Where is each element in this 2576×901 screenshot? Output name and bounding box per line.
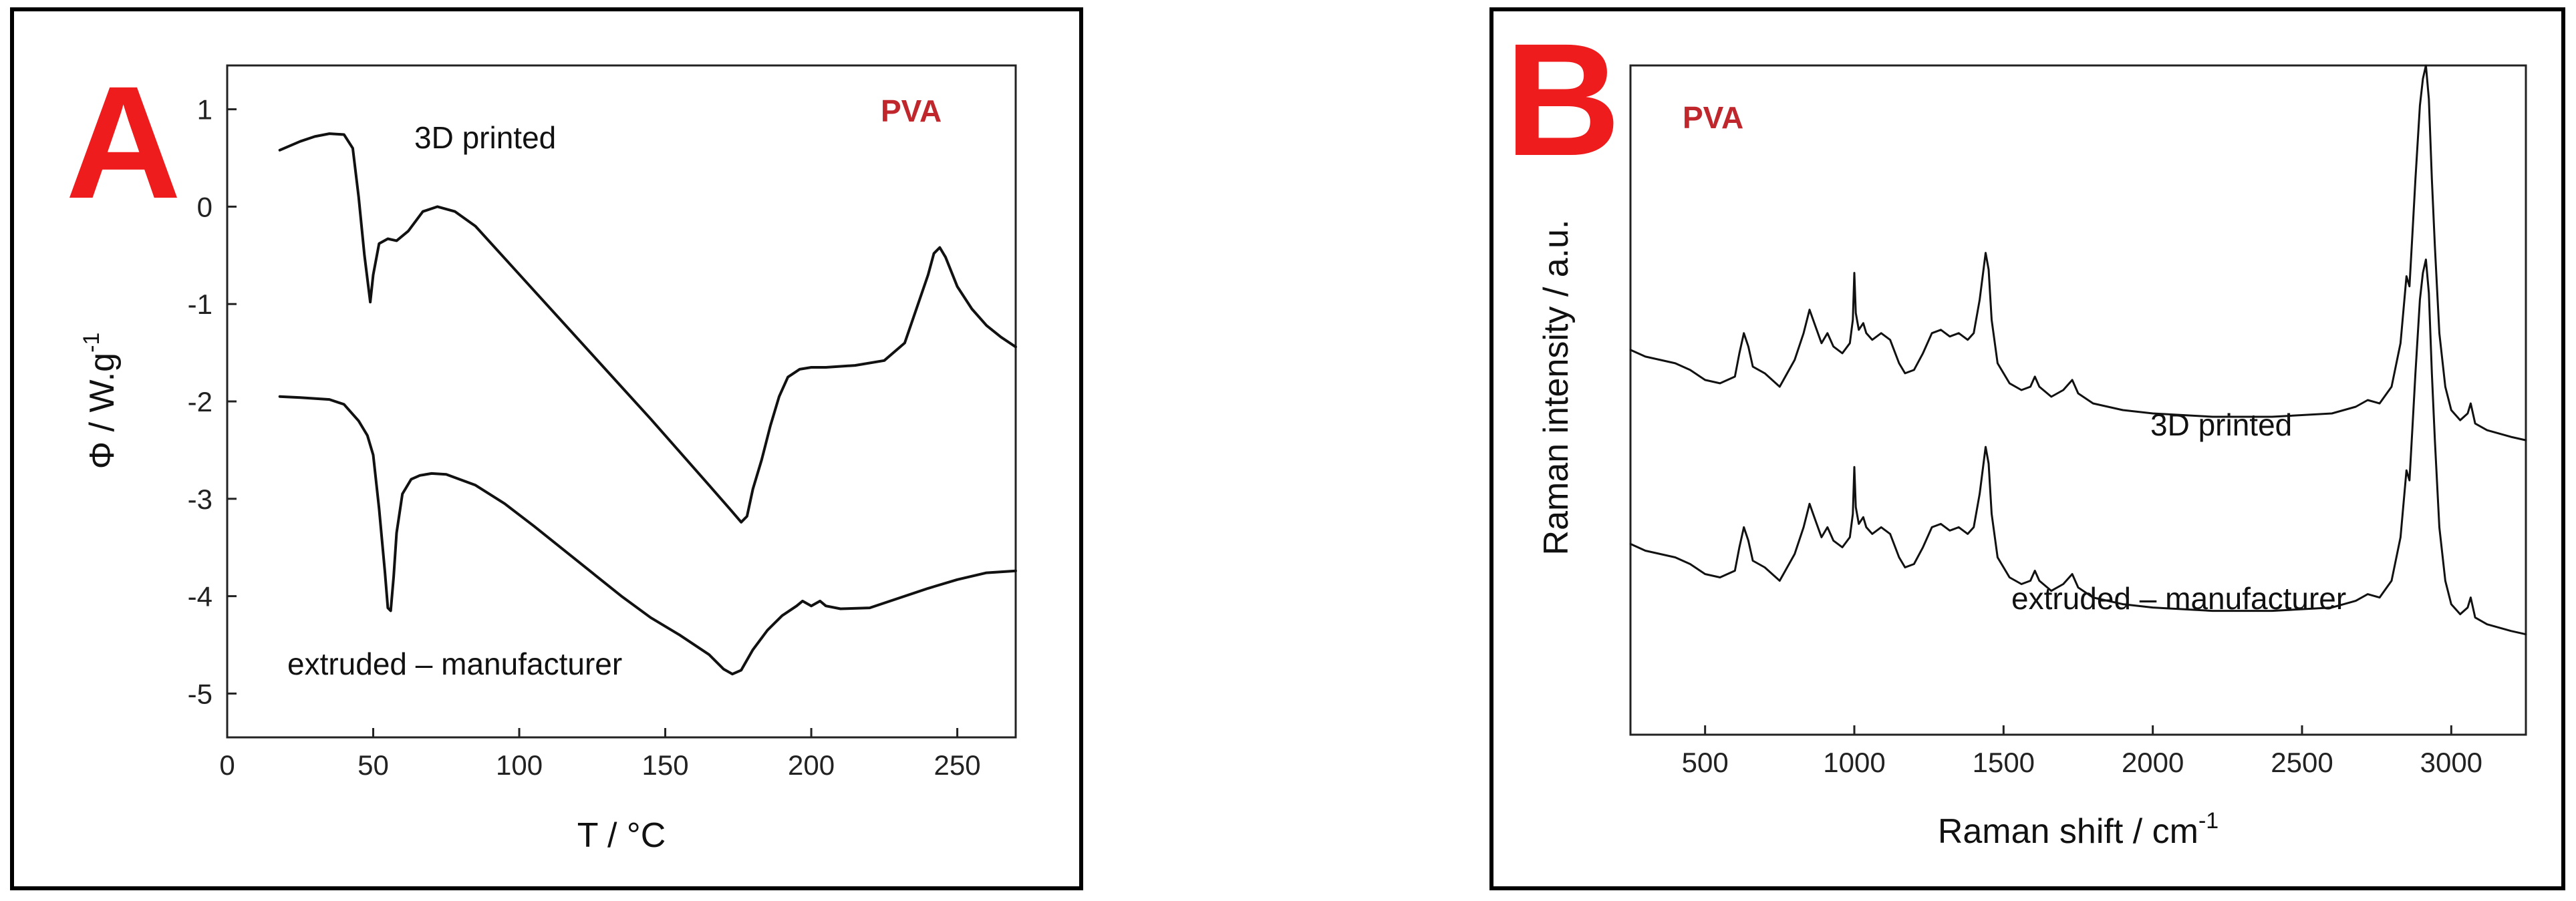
plot-b-series-line-3d-printed — [1629, 64, 2527, 441]
panel-b-xlabel-main: Raman shift / cm — [1938, 812, 2198, 851]
panel-b-ylabel: Raman intensity / a.u. — [1537, 220, 1576, 556]
plot-a-xtick-label: 100 — [496, 749, 543, 781]
panel-b-frame — [1489, 7, 2565, 890]
plot-b-xtick-label: 3000 — [2420, 747, 2482, 778]
plot-a-ytick-label: -5 — [188, 678, 212, 709]
panel-b: 500 1000 1500 2000 2500 3000 B PVA 3D printed… — [1489, 7, 2565, 890]
plot-a-ytick-label: -3 — [188, 484, 212, 515]
plot-a-xtick-label: 250 — [934, 749, 981, 781]
plot-a-lines — [278, 132, 1017, 676]
panel-a-frame — [10, 7, 1083, 890]
panel-a-letter: A — [65, 53, 181, 232]
panel-a-ylabel-sup: -1 — [79, 333, 104, 353]
panel-b-letter: B — [1505, 10, 1620, 189]
plot-b-ticks: 500 1000 1500 2000 2500 3000 — [1682, 725, 2482, 778]
plot-a-ytick-label: -4 — [188, 581, 212, 612]
plot-b-axes-box — [1629, 64, 2527, 736]
panel-a-ylabel-main: Φ / W.g — [83, 353, 122, 469]
plot-a-series-line-extruded — [278, 395, 1017, 676]
plot-a-ticks: 0 50 100 150 200 250 1 0 -1 -2 -3 -4 -5 — [188, 94, 981, 781]
panel-b-xlabel: Raman shift / cm-1 — [1938, 808, 2219, 851]
plot-a-area: 0 50 100 150 200 250 1 0 -1 -2 -3 -4 -5 — [188, 64, 1017, 781]
panel-b-annotation-extruded: extruded – manufacturer — [2011, 581, 2346, 616]
plot-b-xtick-label: 500 — [1682, 747, 1729, 778]
plot-a-ytick-label: 1 — [197, 94, 212, 126]
plot-b-xtick-label: 1000 — [1823, 747, 1885, 778]
plot-b-xtick-label: 2000 — [2122, 747, 2184, 778]
plot-a-ytick-label: 0 — [197, 191, 212, 222]
plot-a-xtick-label: 150 — [642, 749, 689, 781]
plot-a-xtick-label: 0 — [219, 749, 235, 781]
plot-a-series-line-3d-printed — [278, 132, 1017, 524]
panel-b-xlabel-sup: -1 — [2198, 808, 2219, 834]
panel-a-annotation-extruded: extruded – manufacturer — [287, 647, 622, 681]
panel-b-material-label: PVA — [1683, 100, 1743, 135]
plot-b-xtick-label: 1500 — [1973, 747, 2035, 778]
panel-a-annotation-3d-printed: 3D printed — [414, 120, 556, 155]
plot-b-xtick-label: 2500 — [2271, 747, 2333, 778]
panel-a-material-label: PVA — [881, 94, 942, 128]
plot-a-ytick-label: -1 — [188, 289, 212, 320]
plot-b-lines — [1629, 64, 2527, 636]
plot-a-xtick-label: 200 — [788, 749, 835, 781]
plot-b-series-line-extruded — [1629, 258, 2527, 636]
panel-b-annotation-3d-printed: 3D printed — [2150, 407, 2292, 442]
panel-a: 0 50 100 150 200 250 1 0 -1 -2 -3 -4 -5 A PVA 3D pri… — [10, 7, 1083, 890]
plot-a-xtick-label: 50 — [357, 749, 389, 781]
plot-b-area: 500 1000 1500 2000 2500 3000 — [1629, 64, 2527, 778]
plot-a-ytick-label: -2 — [188, 386, 212, 417]
panel-a-ylabel: Φ / W.g-1 — [79, 333, 122, 470]
panel-a-xlabel: T / °C — [577, 816, 666, 855]
